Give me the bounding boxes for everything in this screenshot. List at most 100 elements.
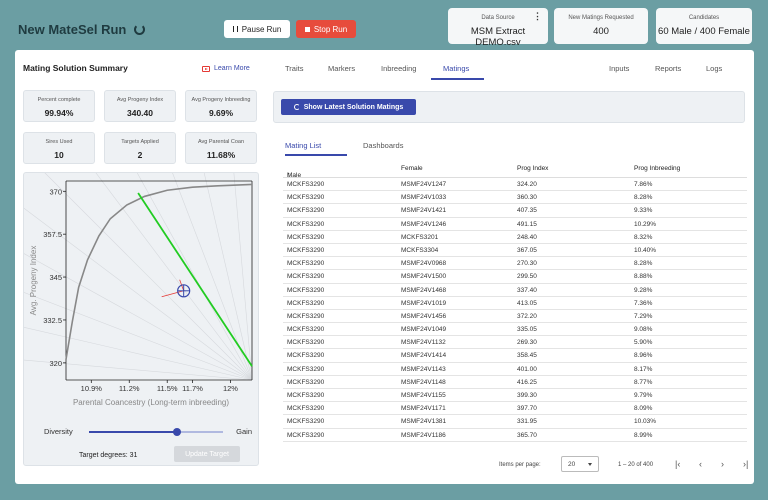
- page-range-label: 1 – 20 of 400: [618, 462, 654, 468]
- stop-icon: [304, 26, 310, 32]
- table-cell: 7.86%: [634, 181, 653, 188]
- tab-markers[interactable]: Markers: [328, 64, 356, 73]
- table-cell: MCKFS3290: [287, 220, 325, 228]
- table-row[interactable]: MCKFS3290 MSMF24V1186 365.70 8.99%: [283, 429, 747, 442]
- active-tab-indicator: [431, 78, 484, 80]
- table-cell: 372.20: [517, 312, 537, 320]
- more-vert-icon[interactable]: ⋮: [533, 11, 542, 21]
- previous-page-icon[interactable]: ‹: [699, 459, 702, 469]
- table-row[interactable]: MCKFS3290 MSMF24V1456 372.20 7.29%: [283, 310, 747, 324]
- show-latest-matings-button[interactable]: Show Latest Solution Matings: [281, 99, 416, 115]
- x-tick-label: 10.9%: [81, 384, 103, 393]
- subtab-dashboards[interactable]: Dashboards: [363, 141, 404, 150]
- table-cell: MSMF24V0968: [401, 260, 447, 268]
- items-per-page-select[interactable]: 20: [561, 456, 599, 472]
- table-cell: MCKFS3290: [287, 405, 325, 413]
- table-cell: MCKFS3290: [287, 431, 325, 439]
- table-row[interactable]: MCKFS3290 MSMF24V1171 397.70 8.09%: [283, 402, 747, 416]
- x-tick-label: 12%: [223, 384, 238, 393]
- table-row[interactable]: MCKFS3290 MSMF24V1019 413.05 7.36%: [283, 297, 747, 310]
- slider-thumb[interactable]: [173, 428, 182, 436]
- table-cell: MCKFS3290: [287, 194, 325, 202]
- table-row[interactable]: MCKFS3290 MSMF24V1148 416.25 8.77%: [283, 376, 747, 389]
- table-row[interactable]: MCKFS3290 MSMF24V1468 337.40 9.28%: [283, 284, 747, 297]
- data-source-value: MSM Extract DEMO.csv: [470, 26, 526, 48]
- table-row[interactable]: MCKFS3290 MSMF24V1155 399.30 9.79%: [283, 389, 747, 403]
- stat-value: 340.40: [127, 108, 153, 118]
- diversity-gain-slider[interactable]: [89, 428, 223, 436]
- pause-run-button[interactable]: Pause Run: [224, 20, 290, 38]
- table-cell: 9.28%: [634, 286, 653, 294]
- table-cell: MSMF24V1148: [401, 378, 446, 386]
- stat-label: Avg Progeny Index: [116, 97, 164, 103]
- stat-label: Avg Parental Coan: [197, 139, 245, 145]
- table-row[interactable]: MCKFS3290 MSMF24V0968 270.30 8.28%: [283, 257, 747, 271]
- table-row[interactable]: MCKFS3290 MSMF24V1381 331.95 10.03%: [283, 415, 747, 429]
- table-row[interactable]: MCKFS3290 MSMF24V1049 335.05 9.08%: [283, 323, 747, 337]
- tab-inputs[interactable]: Inputs: [609, 64, 630, 73]
- first-page-icon[interactable]: |‹: [675, 459, 681, 469]
- table-row[interactable]: MCKFS3290 MSMF24V1132 269.30 5.90%: [283, 336, 747, 350]
- table-row[interactable]: MCKFS3290 MSMF24V1500 299.50 8.88%: [283, 270, 747, 284]
- next-page-icon[interactable]: ›: [721, 459, 724, 469]
- table-cell: MSMF24V1186: [401, 431, 446, 439]
- radial-guide-line: [24, 292, 253, 381]
- pause-run-label: Pause Run: [241, 24, 282, 34]
- update-target-button[interactable]: Update Target: [174, 446, 240, 462]
- target-line: [137, 192, 253, 367]
- table-header: Male ↑ Female Prog Index Prog Inbreeding: [283, 158, 747, 179]
- column-header-female[interactable]: Female: [401, 165, 423, 172]
- table-cell: 10.03%: [634, 418, 657, 426]
- table-row[interactable]: MCKFS3290 MSMF24V1246 491.15 10.29%: [283, 218, 747, 231]
- table-row[interactable]: MCKFS3290 MSMF24V1414 358.45 8.96%: [283, 349, 747, 363]
- column-header-prog-inbreeding[interactable]: Prog Inbreeding: [634, 165, 681, 172]
- table-row[interactable]: MCKFS3290 MSMF24V1247 324.20 7.86%: [283, 178, 747, 192]
- table-cell: 270.30: [517, 260, 537, 268]
- table-cell: 331.95: [517, 418, 537, 426]
- y-tick-label: 332.5: [43, 316, 62, 325]
- video-icon: [202, 65, 210, 72]
- tab-matings[interactable]: Matings: [443, 64, 470, 73]
- refresh-spinner-icon: [134, 24, 146, 35]
- subtab-mating-list[interactable]: Mating List: [285, 141, 322, 150]
- last-page-icon[interactable]: ›|: [743, 459, 749, 469]
- x-tick-label: 11.2%: [119, 384, 140, 393]
- table-cell: 367.05: [517, 246, 537, 254]
- table-row[interactable]: MCKFS3290 MSMF24V1143 401.00 8.17%: [283, 363, 747, 376]
- table-cell: 9.79%: [634, 392, 653, 399]
- data-source-label: Data Source: [481, 15, 515, 21]
- table-cell: MSMF24V1421: [401, 207, 447, 215]
- table-cell: MSMF24V1019: [401, 299, 447, 307]
- matings-requested-card: New Matings Requested 400: [554, 8, 648, 44]
- radial-guide-line: [24, 327, 253, 381]
- table-cell: MSMF24V1500: [401, 273, 447, 281]
- stat-value: 2: [137, 150, 143, 160]
- table-row[interactable]: MCKFS3290 MCKFS3304 367.05 10.40%: [283, 244, 747, 258]
- table-cell: 9.08%: [634, 326, 653, 334]
- tab-reports[interactable]: Reports: [655, 64, 682, 73]
- tab-traits[interactable]: Traits: [285, 64, 304, 73]
- table-cell: MCKFS3304: [401, 246, 439, 254]
- table-row[interactable]: MCKFS3290 MSMF24V1033 360.30 8.28%: [283, 191, 747, 205]
- table-cell: 8.17%: [634, 365, 653, 373]
- table-cell: 358.45: [517, 352, 537, 360]
- table-cell: MSMF24V1456: [401, 312, 447, 320]
- learn-more-link[interactable]: Learn More: [202, 65, 250, 72]
- stat-targets-applied: Targets Applied 2: [104, 132, 176, 164]
- table-cell: MSMF24V1171: [401, 405, 446, 413]
- table-cell: MCKFS3290: [287, 378, 325, 386]
- table-cell: 407.35: [517, 207, 537, 215]
- stop-run-button[interactable]: Stop Run: [296, 20, 356, 38]
- chevron-down-icon: [588, 463, 592, 466]
- column-header-prog-index[interactable]: Prog Index: [517, 165, 549, 172]
- table-cell: MCKFS3290: [287, 273, 325, 281]
- table-row[interactable]: MCKFS3290 MCKFS3201 248.40 8.32%: [283, 231, 747, 244]
- y-tick-label: 320: [49, 359, 62, 368]
- frontier-chart[interactable]: 370 357.5 345 332.5 320 10.9% 11.2% 11.5% 11.7% 1…: [24, 173, 260, 413]
- y-tick-label: 345: [49, 273, 62, 282]
- table-row[interactable]: MCKFS3290 MSMF24V1421 407.35 9.33%: [283, 204, 747, 218]
- tab-inbreeding[interactable]: Inbreeding: [381, 64, 417, 73]
- x-axis-label: Parental Coancestry (Long-term inbreedin…: [73, 398, 229, 407]
- tab-logs[interactable]: Logs: [706, 64, 723, 73]
- table-cell: MSMF24V1033: [401, 194, 447, 202]
